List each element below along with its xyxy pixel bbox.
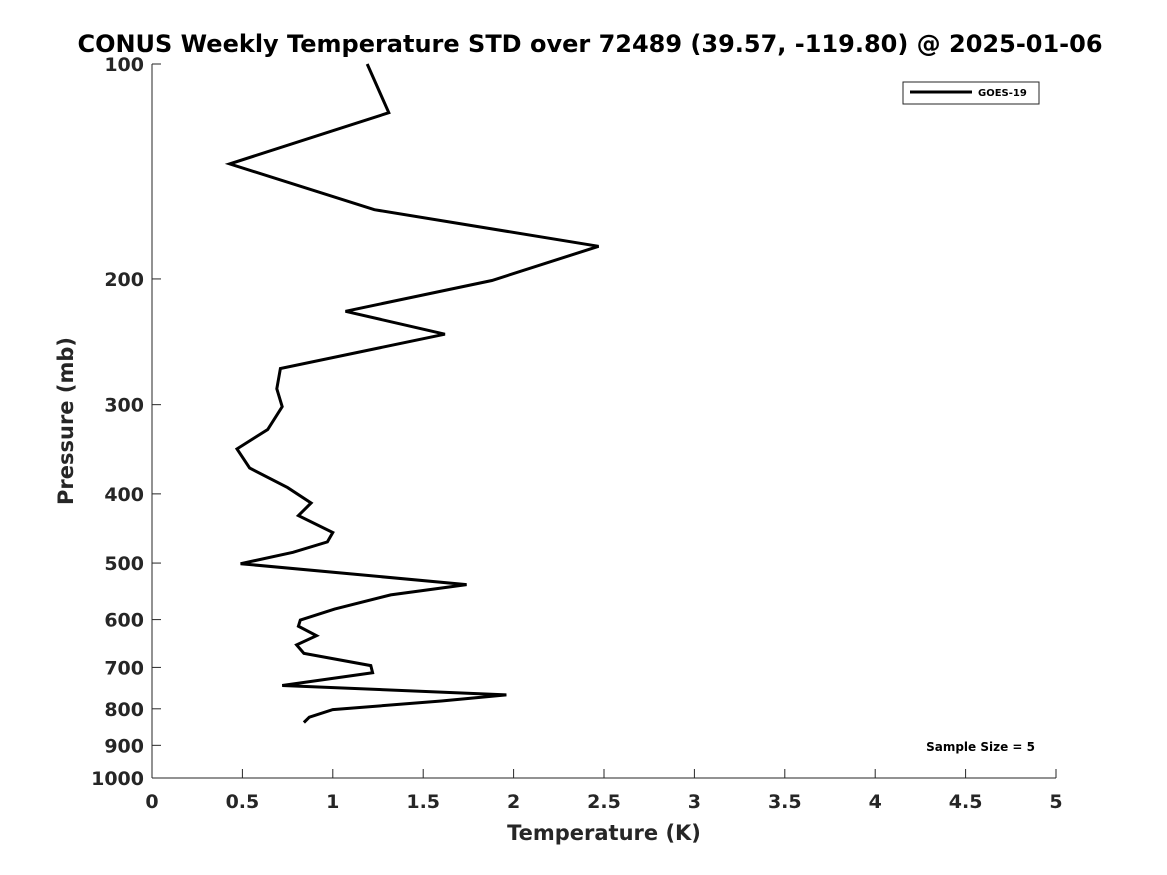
plot-area bbox=[152, 64, 1056, 778]
x-tick-label: 3.5 bbox=[768, 791, 802, 813]
y-tick-label: 300 bbox=[104, 395, 144, 417]
x-tick-label: 1 bbox=[326, 791, 339, 813]
y-tick-label: 600 bbox=[104, 610, 144, 632]
x-ticks: 0 0.5 1 1.5 2 2.5 3 3.5 4 4.5 5 bbox=[145, 769, 1063, 813]
x-tick-label: 2.5 bbox=[587, 791, 621, 813]
y-tick-label: 200 bbox=[104, 269, 144, 291]
x-tick-label: 5 bbox=[1049, 791, 1062, 813]
series-line-goes-19 bbox=[224, 63, 600, 724]
y-tick-label: 700 bbox=[104, 657, 144, 679]
y-ticks: 100 200 300 400 500 600 700 800 900 1000 bbox=[91, 54, 161, 790]
x-tick-label: 0.5 bbox=[226, 791, 260, 813]
x-tick-label: 2 bbox=[507, 791, 520, 813]
x-tick-label: 1.5 bbox=[406, 791, 440, 813]
legend: GOES-19 bbox=[902, 81, 1040, 105]
sample-size-note: Sample Size = 5 bbox=[926, 740, 1035, 754]
y-tick-label: 1000 bbox=[91, 768, 144, 790]
y-tick-label: 800 bbox=[104, 699, 144, 721]
legend-label-goes-19: GOES-19 bbox=[978, 88, 1027, 99]
x-tick-label: 0 bbox=[145, 791, 158, 813]
x-axis-label: Temperature (K) bbox=[507, 821, 701, 845]
x-tick-label: 4.5 bbox=[949, 791, 983, 813]
y-axis-label: Pressure (mb) bbox=[54, 337, 78, 505]
y-tick-label: 900 bbox=[104, 735, 144, 757]
y-tick-label: 100 bbox=[104, 54, 144, 76]
chart-title: CONUS Weekly Temperature STD over 72489 … bbox=[77, 30, 1102, 58]
y-tick-label: 500 bbox=[104, 553, 144, 575]
x-tick-label: 3 bbox=[688, 791, 701, 813]
series-layer bbox=[224, 63, 600, 724]
x-tick-label: 4 bbox=[869, 791, 882, 813]
y-tick-label: 400 bbox=[104, 484, 144, 506]
